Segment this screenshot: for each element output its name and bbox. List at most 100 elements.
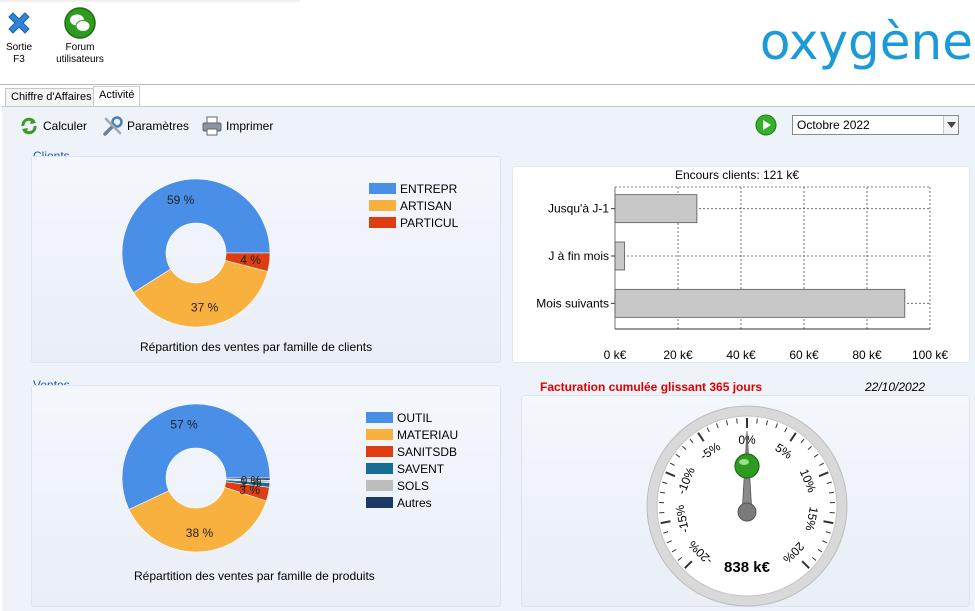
legend-swatch — [366, 446, 393, 457]
legend-swatch — [369, 200, 396, 211]
gauge-tick — [666, 540, 672, 544]
encours-tick-label: 0 k€ — [604, 348, 627, 362]
legend-swatch — [369, 183, 396, 194]
gauge-tick — [811, 556, 817, 561]
ventes-slice-label: 0 % — [241, 474, 262, 488]
gauge-tick — [826, 481, 832, 484]
encours-tick-label: 20 k€ — [663, 348, 693, 362]
chevron-down-icon — [943, 116, 958, 134]
legend-label: Autres — [397, 495, 432, 510]
gauge-tick — [669, 462, 675, 466]
ventes-slice-outil — [121, 403, 271, 510]
encours-title: Encours clients: 121 k€ — [675, 168, 799, 182]
oxygene-logo: oxygène — [759, 13, 973, 71]
encours-bar-chart: Encours clients: 121 k€ 0 k€ 20 k€ 40 k€ 60 … — [536, 168, 948, 362]
legend-label: ENTREPR — [400, 181, 458, 196]
encours-tick-label: 60 k€ — [789, 348, 819, 362]
gauge-indicator-highlight — [739, 459, 749, 465]
gauge-tick — [671, 548, 677, 553]
legend-label: OUTIL — [397, 410, 433, 425]
gauge-date: 22/10/2022 — [865, 380, 926, 394]
legend-item-savent: SAVENT — [366, 460, 458, 477]
clients-slice-label: 4 % — [240, 253, 261, 267]
encours-tick-label: 80 k€ — [852, 348, 882, 362]
settings-label: Paramètres — [127, 119, 190, 133]
legend-item-particul: PARTICUL — [369, 214, 458, 231]
clients-slice-artisan — [133, 260, 269, 328]
period-select-value: Octobre 2022 — [797, 118, 870, 132]
gauge-title: Facturation cumulée glissant 365 jours — [540, 380, 763, 394]
clients-panel: 37 % 4 % 59 % ENTREPR ARTISAN PARTICUL Rép… — [31, 156, 501, 363]
tab-chiffre-affaires[interactable]: Chiffre d'Affaires — [5, 88, 98, 106]
clients-donut-chart: 37 % 4 % 59 % — [121, 178, 271, 328]
toolbar: Sortie F3 Forum utilisateurs oxygène — [0, 0, 975, 85]
gauge-tick — [828, 491, 834, 494]
gauge-tick — [725, 420, 729, 426]
gauge-tick — [697, 432, 705, 442]
exit-label-1: Sortie — [5, 42, 33, 53]
activity-panel: Calculer Paramètres — [2, 106, 975, 611]
gauge-tick — [689, 438, 694, 444]
exit-button[interactable]: Sortie F3 — [2, 6, 36, 66]
gauge-value: 838 k€ — [724, 559, 771, 576]
settings-button[interactable]: Paramètres — [102, 115, 189, 137]
gauge-tick — [677, 556, 683, 561]
printer-icon — [201, 115, 223, 137]
period-select[interactable]: Octobre 2022 — [792, 115, 959, 135]
legend-item-sols: SOLS — [366, 477, 458, 494]
ventes-slice-label: 57 % — [170, 417, 198, 431]
gauge-tick — [818, 471, 829, 478]
encours-category-label: Mois suivants — [536, 296, 609, 310]
gauge-tick — [682, 445, 687, 451]
ventes-slice-label: 1 % — [240, 476, 261, 490]
forum-label-1: Forum — [65, 42, 95, 53]
ventes-panel: 38 % 57 % 3 % 1 % 0 % OUTIL MATERIAU SANITSD… — [31, 385, 501, 607]
clients-slice-entrepr — [121, 178, 271, 294]
gauge-tick — [736, 418, 738, 424]
forum-label-2: utilisateurs — [56, 54, 104, 65]
gauge-tick — [775, 423, 778, 429]
toolbar-strip — [0, 0, 300, 2]
clients-slice-particul — [224, 252, 271, 272]
gauge-panel: -20%-15%-10%-5%0%5%10%15%20%838 k€ — [521, 395, 970, 607]
legend-item-materiau: MATERIAU — [366, 426, 458, 443]
gauge-tick — [663, 531, 669, 534]
legend-swatch — [366, 429, 393, 440]
encours-bar — [614, 241, 625, 271]
legend-label: SOLS — [397, 478, 430, 493]
gauge-tick-label: 15% — [802, 506, 820, 533]
gauge-tick — [684, 560, 693, 569]
ventes-slice-materiau — [128, 486, 267, 553]
encours-bar — [614, 288, 906, 318]
legend-label: MATERIAU — [397, 427, 459, 442]
forum-button[interactable]: Forum utilisateurs — [52, 6, 108, 66]
legend-swatch — [366, 497, 393, 508]
gauge-tick — [765, 420, 769, 426]
gauge-tick — [789, 432, 797, 442]
legend-swatch — [366, 480, 393, 491]
ventes-slice-label: 38 % — [186, 526, 214, 540]
play-button[interactable] — [755, 114, 777, 136]
gauge-tick-label: -15% — [673, 503, 692, 534]
play-icon — [755, 114, 777, 136]
gauge-tick — [822, 540, 828, 544]
calculate-button[interactable]: Calculer — [18, 115, 87, 137]
action-bar: Calculer Paramètres — [2, 107, 975, 143]
gauge-tick — [675, 453, 681, 458]
gauge-tick — [807, 445, 812, 451]
legend-swatch — [366, 412, 393, 423]
clients-chart-caption: Répartition des ventes par famille de cl… — [140, 340, 373, 354]
refresh-icon — [18, 115, 40, 137]
print-button[interactable]: Imprimer — [201, 115, 273, 137]
ventes-slice-autres — [225, 477, 271, 481]
legend-item-outil: OUTIL — [366, 409, 458, 426]
gauge-tick — [716, 423, 719, 429]
tab-bar: Chiffre d'Affaires Activité — [0, 86, 975, 106]
ventes-chart-caption: Répartition des ventes par famille de pr… — [134, 569, 375, 583]
gauge-tick — [660, 520, 671, 525]
encours-tick-label: 100 k€ — [912, 348, 948, 362]
legend-label: SANITSDB — [397, 444, 458, 459]
tab-activite[interactable]: Activité — [93, 86, 141, 106]
ventes-legend: OUTIL MATERIAU SANITSDB SAVENT SOLS Autr… — [366, 409, 458, 511]
